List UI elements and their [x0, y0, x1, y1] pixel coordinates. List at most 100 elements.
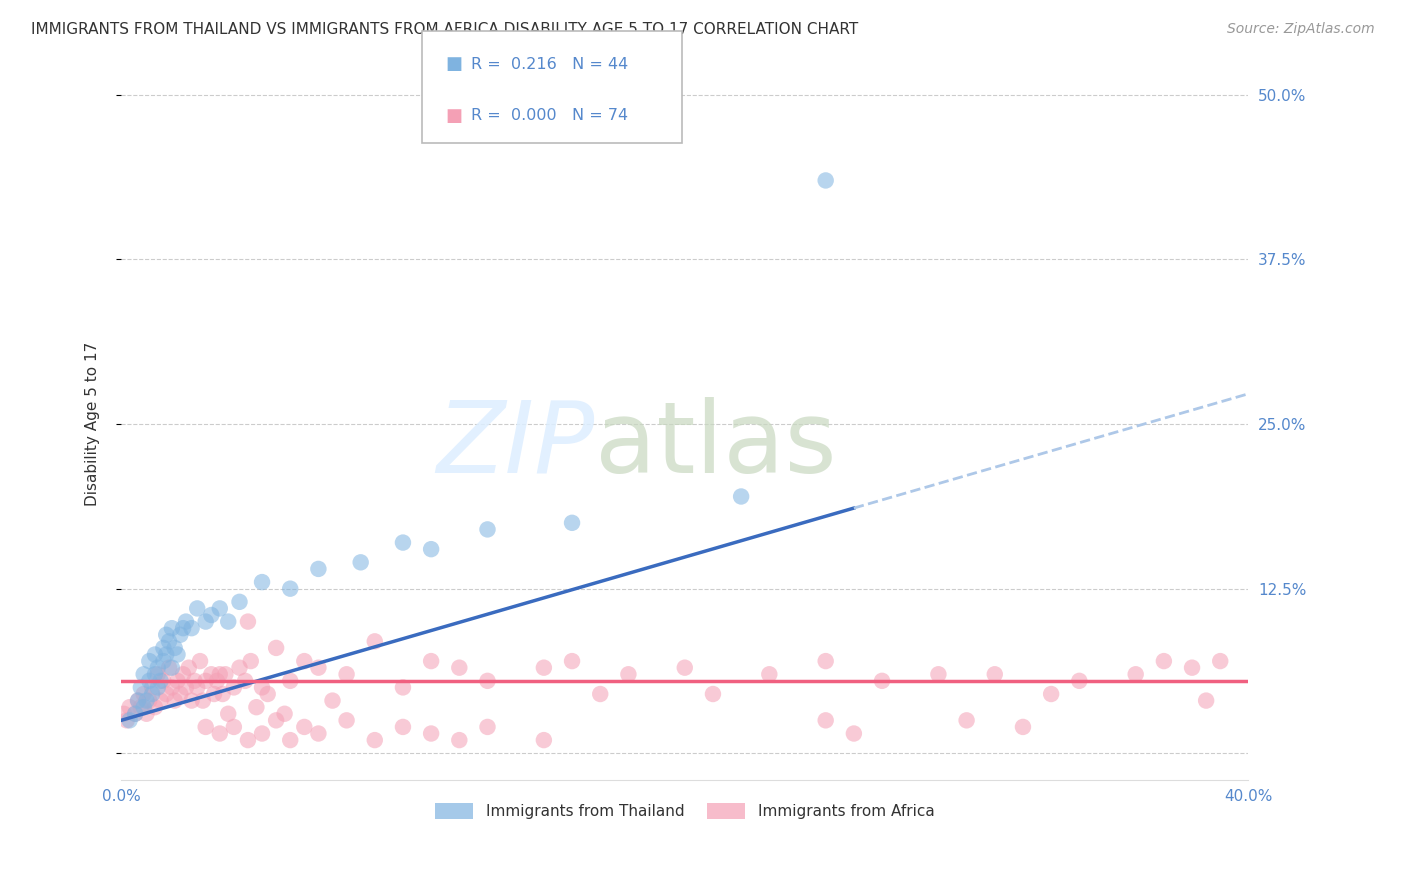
- Point: [146, 681, 169, 695]
- Point: [336, 667, 359, 681]
- Point: [927, 667, 949, 681]
- Point: [307, 726, 329, 740]
- Point: [194, 720, 217, 734]
- Point: [135, 706, 157, 721]
- Point: [236, 733, 259, 747]
- Point: [477, 720, 499, 734]
- Point: [152, 640, 174, 655]
- Text: IMMIGRANTS FROM THAILAND VS IMMIGRANTS FROM AFRICA DISABILITY AGE 5 TO 17 CORREL: IMMIGRANTS FROM THAILAND VS IMMIGRANTS F…: [31, 22, 858, 37]
- Point: [256, 687, 278, 701]
- Point: [702, 687, 724, 701]
- Point: [278, 733, 301, 747]
- Point: [143, 667, 166, 681]
- Point: [228, 595, 250, 609]
- Point: [449, 733, 471, 747]
- Point: [420, 654, 443, 668]
- Point: [842, 726, 865, 740]
- Point: [673, 661, 696, 675]
- Point: [166, 648, 188, 662]
- Point: [132, 687, 155, 701]
- Text: ■: ■: [446, 55, 463, 73]
- Point: [292, 720, 315, 734]
- Point: [129, 700, 152, 714]
- Point: [321, 693, 343, 707]
- Point: [177, 661, 200, 675]
- Point: [870, 673, 893, 688]
- Point: [617, 667, 640, 681]
- Point: [155, 687, 177, 701]
- Point: [250, 726, 273, 740]
- Point: [250, 575, 273, 590]
- Point: [115, 714, 138, 728]
- Point: [208, 726, 231, 740]
- Point: [239, 654, 262, 668]
- Point: [477, 523, 499, 537]
- Point: [180, 621, 202, 635]
- Point: [138, 673, 160, 688]
- Point: [211, 687, 233, 701]
- Point: [1153, 654, 1175, 668]
- Text: R =  0.216   N = 44: R = 0.216 N = 44: [471, 57, 628, 72]
- Point: [264, 714, 287, 728]
- Point: [208, 601, 231, 615]
- Point: [1069, 673, 1091, 688]
- Point: [561, 654, 583, 668]
- Point: [186, 601, 208, 615]
- Point: [186, 681, 208, 695]
- Point: [163, 693, 186, 707]
- Point: [278, 673, 301, 688]
- Point: [1195, 693, 1218, 707]
- Point: [146, 667, 169, 681]
- Point: [194, 615, 217, 629]
- Point: [143, 648, 166, 662]
- Point: [166, 673, 188, 688]
- Point: [149, 673, 172, 688]
- Point: [127, 693, 149, 707]
- Point: [392, 535, 415, 549]
- Point: [188, 654, 211, 668]
- Point: [222, 681, 245, 695]
- Text: R =  0.000   N = 74: R = 0.000 N = 74: [471, 108, 628, 123]
- Point: [420, 726, 443, 740]
- Point: [814, 654, 837, 668]
- Point: [392, 720, 415, 734]
- Point: [169, 628, 191, 642]
- Point: [814, 714, 837, 728]
- Point: [245, 700, 267, 714]
- Point: [141, 681, 163, 695]
- Point: [217, 615, 239, 629]
- Point: [160, 621, 183, 635]
- Point: [127, 693, 149, 707]
- Point: [118, 700, 141, 714]
- Point: [169, 687, 191, 701]
- Point: [132, 667, 155, 681]
- Point: [172, 621, 194, 635]
- Point: [155, 648, 177, 662]
- Point: [118, 714, 141, 728]
- Point: [124, 706, 146, 721]
- Point: [200, 667, 222, 681]
- Text: ■: ■: [446, 107, 463, 125]
- Point: [222, 720, 245, 734]
- Point: [157, 634, 180, 648]
- Point: [730, 490, 752, 504]
- Point: [984, 667, 1007, 681]
- Point: [758, 667, 780, 681]
- Point: [292, 654, 315, 668]
- Point: [172, 667, 194, 681]
- Point: [420, 542, 443, 557]
- Point: [160, 661, 183, 675]
- Point: [392, 681, 415, 695]
- Point: [1012, 720, 1035, 734]
- Text: ZIP: ZIP: [436, 397, 595, 494]
- Point: [814, 173, 837, 187]
- Point: [1040, 687, 1063, 701]
- Y-axis label: Disability Age 5 to 17: Disability Age 5 to 17: [86, 342, 100, 506]
- Point: [250, 681, 273, 695]
- Point: [589, 687, 612, 701]
- Point: [214, 667, 236, 681]
- Point: [955, 714, 977, 728]
- Point: [307, 661, 329, 675]
- Point: [163, 640, 186, 655]
- Point: [273, 706, 295, 721]
